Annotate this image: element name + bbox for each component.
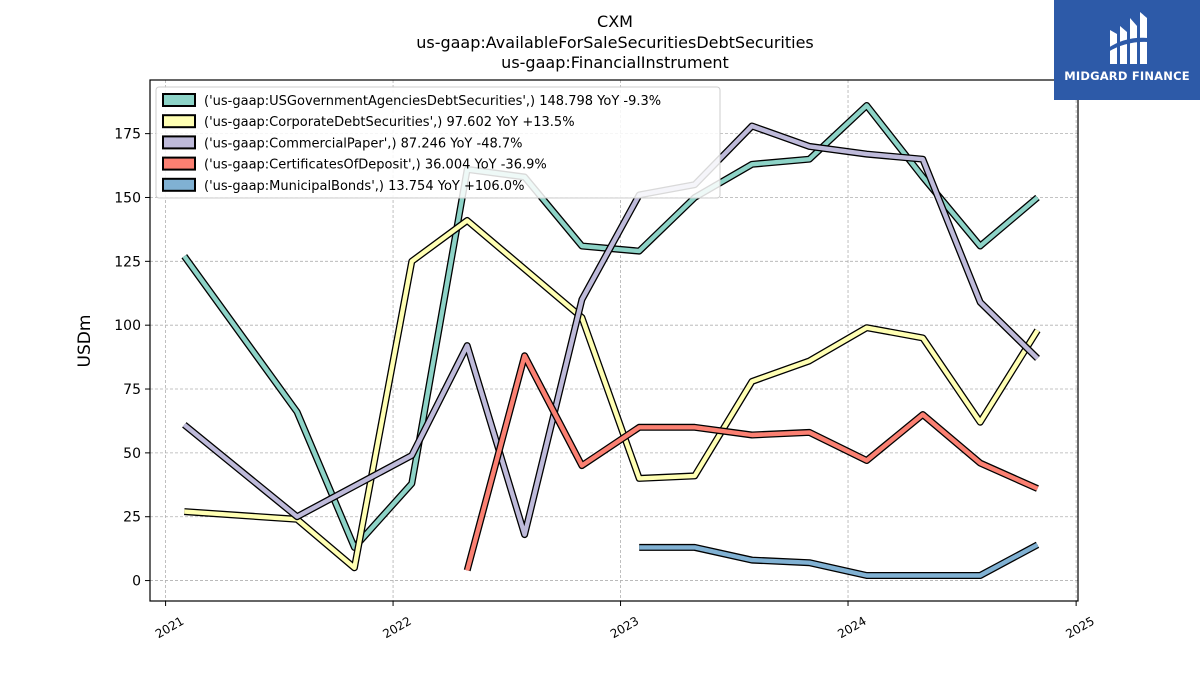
logo-mark-icon (1108, 12, 1148, 64)
y-tick-label: 0 (132, 574, 141, 590)
y-tick-label: 50 (123, 446, 141, 462)
y-axis-label: USDm (75, 315, 95, 368)
legend-entry: ('us-gaap:MunicipalBonds',) 13.754 YoY +… (204, 179, 524, 194)
y-tick-label: 150 (114, 190, 141, 206)
y-tick-label: 25 (123, 510, 141, 526)
chart-title-line-1: CXM (597, 12, 633, 31)
legend-swatch (162, 177, 196, 192)
x-tick-label: 2021 (153, 614, 186, 641)
chart-title-line-3: us-gaap:FinancialInstrument (501, 53, 729, 72)
legend-swatch (162, 135, 196, 150)
legend-entry: ('us-gaap:CommercialPaper',) 87.246 YoY … (204, 136, 523, 151)
legend: ('us-gaap:USGovernmentAgenciesDebtSecuri… (155, 86, 721, 199)
legend-entry: ('us-gaap:CertificatesOfDeposit',) 36.00… (204, 158, 547, 173)
y-tick-label: 100 (114, 318, 141, 334)
series-line (182, 103, 1039, 550)
chart-title-line-2: us-gaap:AvailableForSaleSecuritiesDebtSe… (416, 33, 814, 52)
logo-text: MIDGARD FINANCE (1064, 69, 1190, 83)
x-tick-label: 2022 (380, 614, 413, 641)
y-tick-label: 175 (114, 127, 141, 143)
x-tick-label: 2023 (608, 614, 641, 641)
series-line-outline (463, 352, 1039, 572)
series-line (465, 353, 1039, 571)
y-axis-ticks: 0 25 50 75 100 125 150 175 (114, 127, 150, 590)
legend-entry: ('us-gaap:USGovernmentAgenciesDebtSecuri… (204, 94, 661, 109)
y-tick-label: 75 (123, 382, 141, 398)
series-line (184, 218, 1040, 570)
legend-swatch (162, 156, 196, 171)
series-layer (181, 102, 1041, 579)
x-tick-label: 2024 (835, 614, 868, 641)
plot-frame (149, 79, 1079, 602)
legend-swatch (162, 114, 196, 129)
x-axis-ticks: 2021 2022 2023 2024 2025 (153, 601, 1097, 641)
series-line (639, 542, 1039, 578)
y-tick-label: 125 (114, 254, 141, 270)
x-tick-label: 2025 (1063, 614, 1096, 641)
brand-logo: MIDGARD FINANCE (1054, 0, 1200, 100)
legend-entry: ('us-gaap:CorporateDebtSecurities',) 97.… (204, 115, 575, 130)
legend-box (155, 86, 721, 199)
legend-swatch (162, 93, 196, 107)
